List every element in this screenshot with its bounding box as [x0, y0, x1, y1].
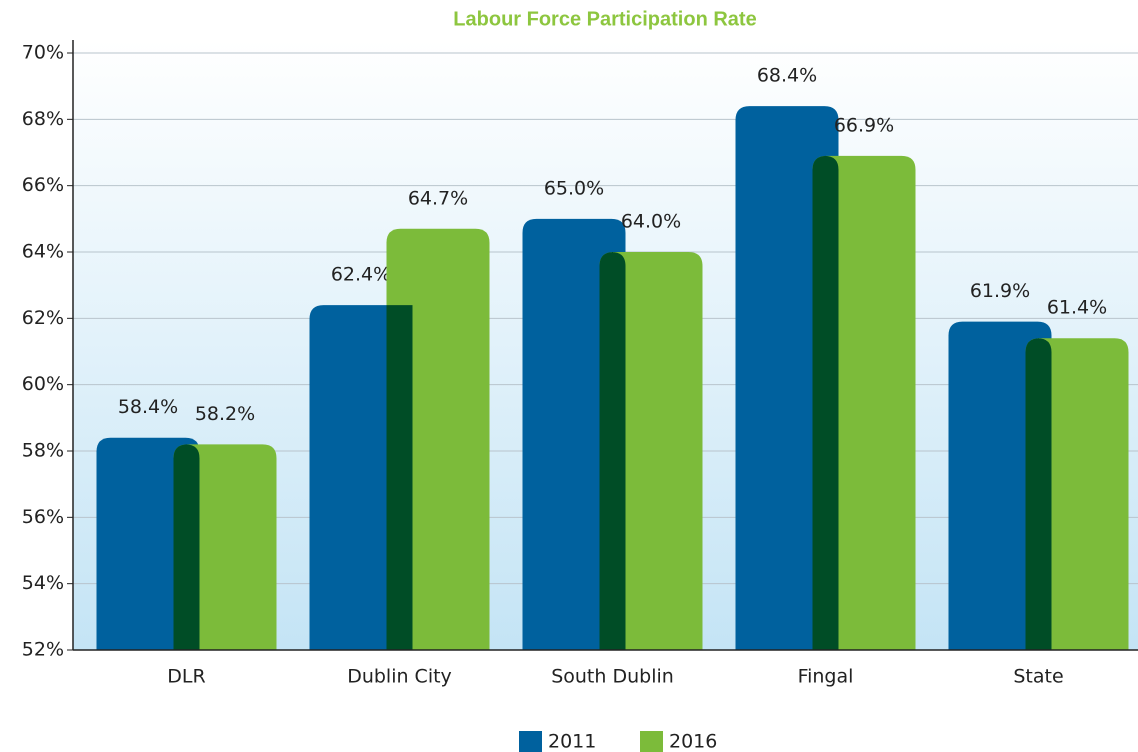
x-tick-label: State [1013, 666, 1063, 688]
legend-label: 2016 [669, 731, 717, 752]
legend-swatch [640, 731, 663, 752]
y-tick-label: 70% [22, 42, 64, 64]
y-tick-label: 52% [22, 639, 64, 661]
y-tick-label: 60% [22, 373, 64, 395]
value-label: 64.7% [408, 187, 468, 209]
bar-overlap [1025, 338, 1052, 650]
legend-swatch [519, 731, 542, 752]
x-tick-label: South Dublin [551, 666, 674, 688]
value-label: 65.0% [544, 177, 604, 199]
value-label: 66.9% [834, 114, 894, 136]
chart-title: Labour Force Participation Rate [453, 8, 756, 30]
value-label: 58.2% [195, 403, 255, 425]
legend-label: 2011 [548, 731, 596, 752]
y-tick-label: 68% [22, 108, 64, 130]
x-tick-label: DLR [167, 666, 205, 688]
bar-overlap [386, 305, 413, 650]
bar-overlap [599, 252, 626, 650]
value-label: 61.4% [1047, 297, 1107, 319]
y-tick-label: 54% [22, 572, 64, 594]
bar-overlap [812, 155, 839, 651]
x-tick-label: Fingal [798, 666, 854, 688]
value-label: 61.9% [970, 280, 1030, 302]
value-label: 62.4% [331, 264, 391, 286]
bar-overlap [173, 444, 200, 650]
y-tick-label: 64% [22, 241, 64, 263]
value-label: 68.4% [757, 65, 817, 87]
value-label: 64.0% [621, 211, 681, 233]
value-label: 58.4% [118, 396, 178, 418]
y-tick-label: 56% [22, 506, 64, 528]
x-tick-label: Dublin City [347, 666, 452, 688]
y-tick-label: 58% [22, 440, 64, 462]
y-tick-label: 66% [22, 174, 64, 196]
y-tick-label: 62% [22, 307, 64, 329]
